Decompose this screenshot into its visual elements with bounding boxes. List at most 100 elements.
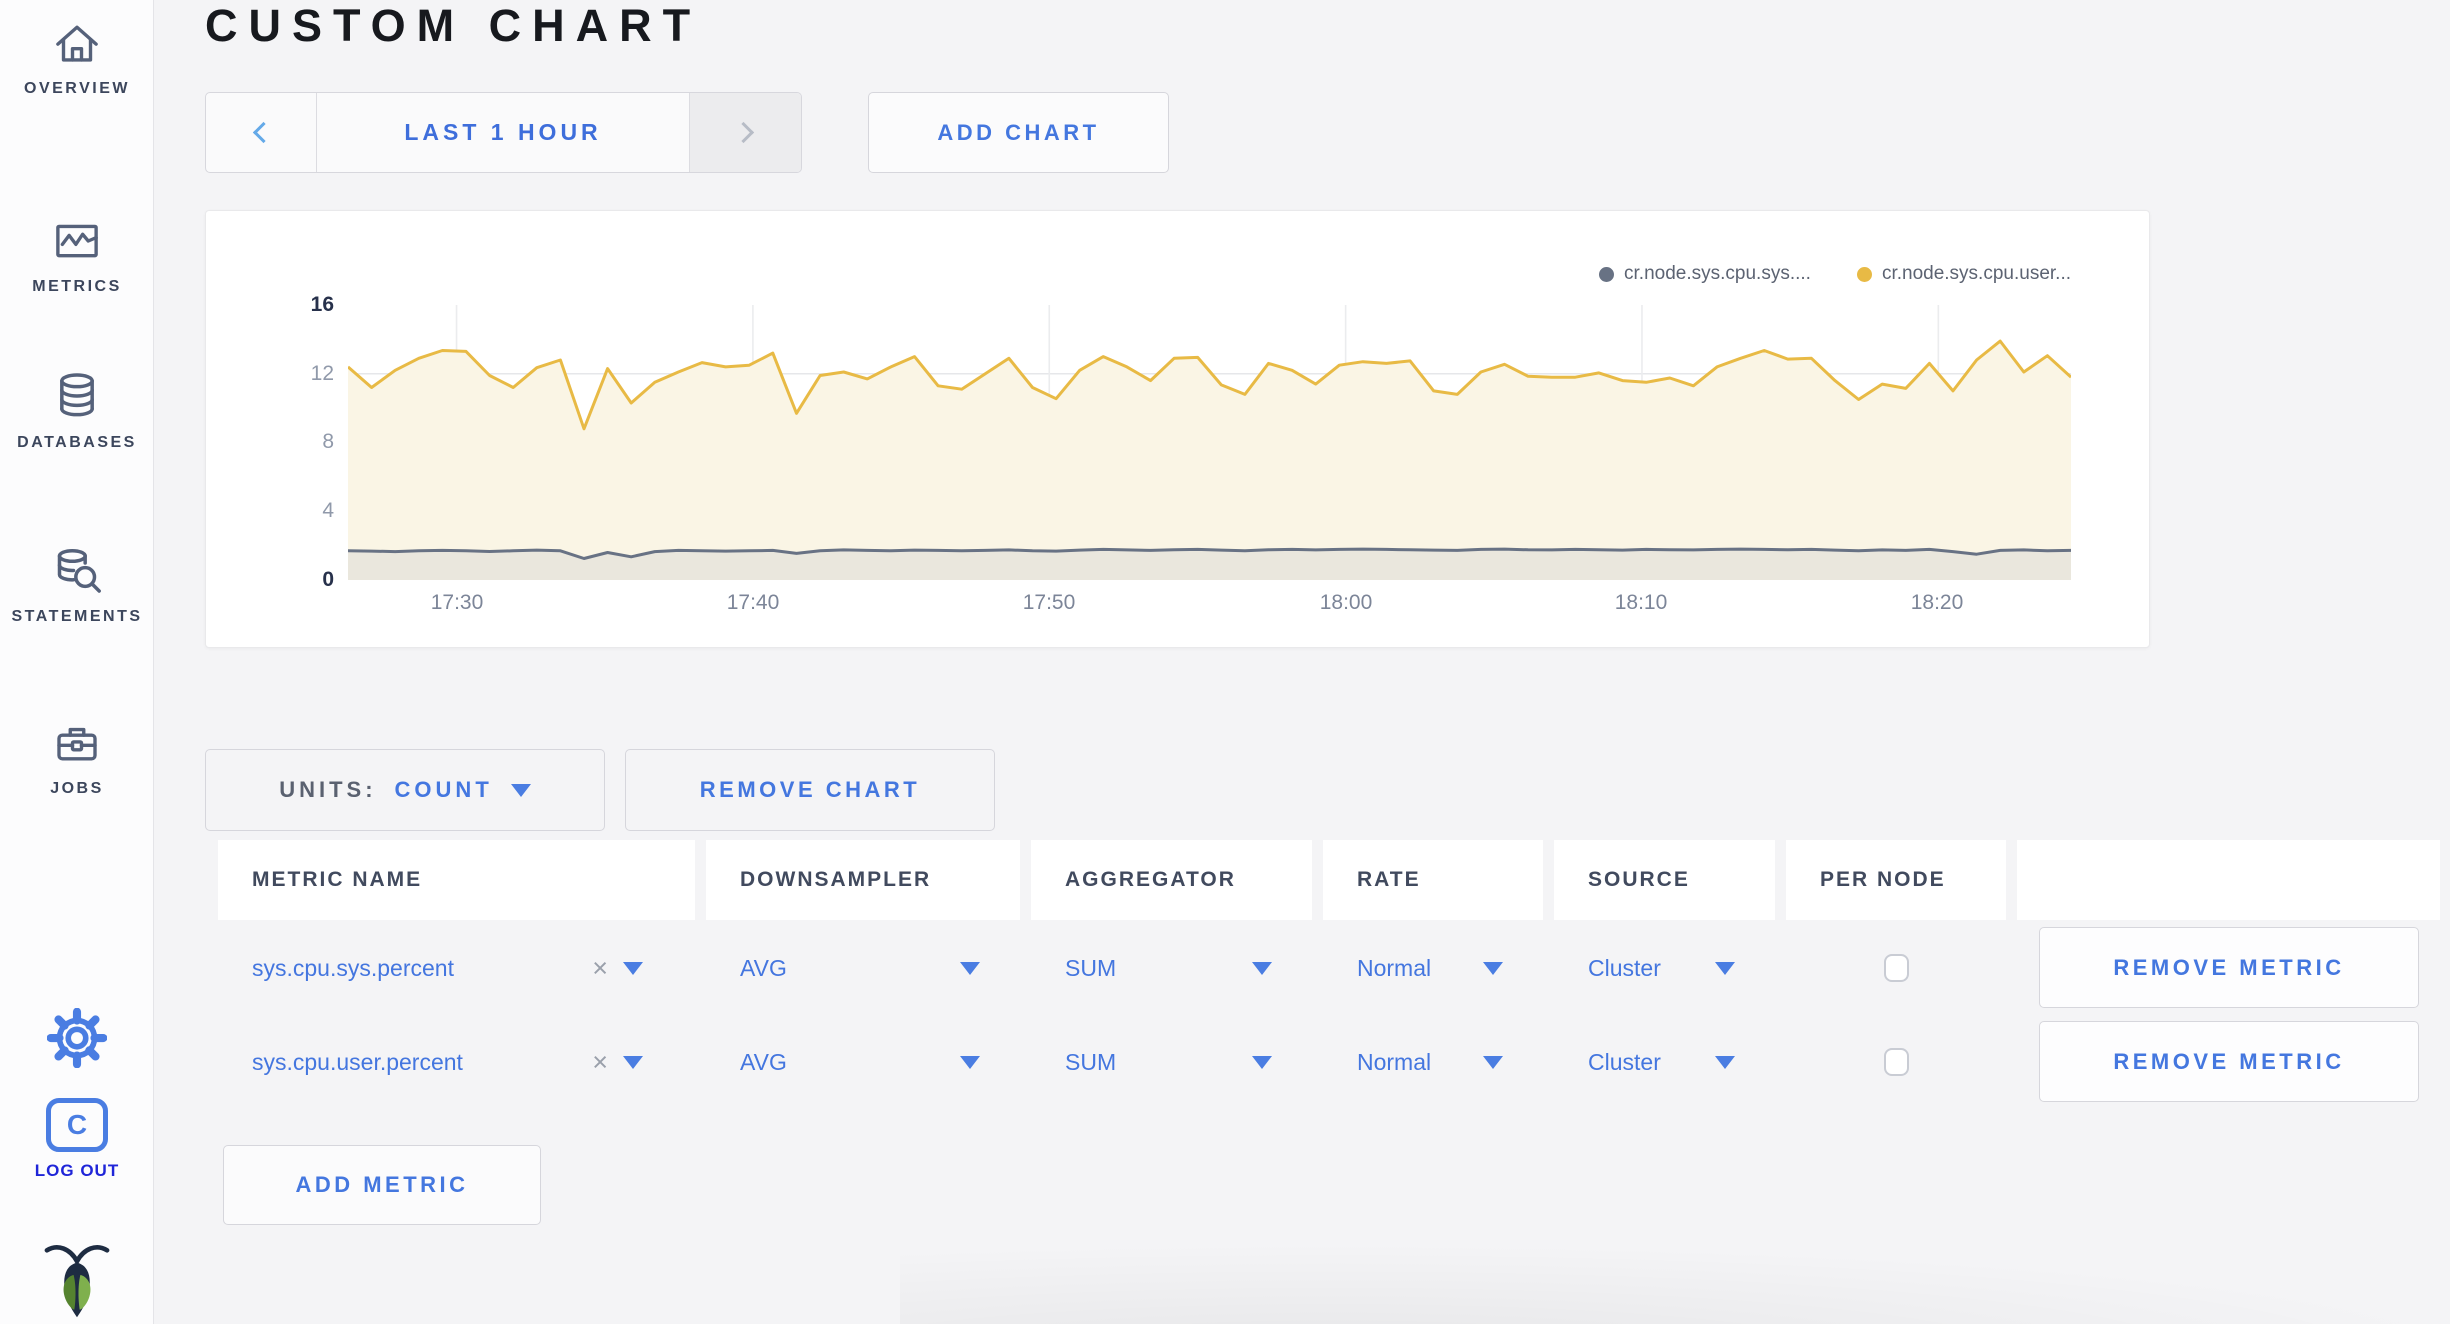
database-icon bbox=[49, 368, 105, 424]
x-axis-tick: 18:00 bbox=[1319, 591, 1373, 614]
time-range-selector: LAST 1 HOUR bbox=[205, 92, 802, 173]
x-axis-tick: 17:40 bbox=[726, 591, 780, 614]
dropdown-caret-icon bbox=[1483, 961, 1503, 975]
legend-label: cr.node.sys.cpu.sys.... bbox=[1624, 263, 1811, 284]
clear-metric-icon[interactable]: × bbox=[592, 952, 608, 983]
y-axis-tick: 0 bbox=[322, 568, 334, 591]
dropdown-caret-icon bbox=[1715, 1055, 1735, 1069]
metric-name-value: sys.cpu.user.percent bbox=[252, 1048, 463, 1075]
clear-metric-icon[interactable]: × bbox=[592, 1046, 608, 1077]
dropdown-caret-icon bbox=[1252, 1055, 1272, 1069]
column-header-source: SOURCE bbox=[1554, 840, 1775, 920]
dropdown-caret-icon bbox=[1252, 961, 1272, 975]
add-chart-button[interactable]: ADD CHART bbox=[868, 92, 1169, 173]
downsampler-dropdown[interactable]: AVG bbox=[706, 1021, 1020, 1103]
column-header-actions bbox=[2017, 840, 2440, 920]
x-axis-tick: 17:50 bbox=[1022, 591, 1076, 614]
rate-value: Normal bbox=[1357, 954, 1432, 981]
database-search-icon bbox=[49, 542, 105, 598]
dropdown-caret-icon bbox=[1483, 1055, 1503, 1069]
per-node-cell bbox=[1786, 1021, 2006, 1103]
dropdown-caret-icon bbox=[1715, 961, 1735, 975]
time-range-prev-button[interactable] bbox=[206, 93, 317, 172]
time-range-next-button[interactable] bbox=[689, 93, 801, 172]
rate-dropdown[interactable]: Normal bbox=[1323, 927, 1543, 1009]
legend-dot-user bbox=[1856, 266, 1872, 282]
dropdown-caret-icon bbox=[510, 783, 531, 797]
per-node-cell bbox=[1786, 927, 2006, 1009]
legend-dot-sys bbox=[1599, 266, 1615, 282]
x-axis-tick: 18:20 bbox=[1910, 591, 1964, 614]
x-axis-tick: 17:30 bbox=[430, 591, 484, 614]
sidebar: OVERVIEW METRICS DATABASES bbox=[0, 0, 154, 1324]
remove-chart-button[interactable]: REMOVE CHART bbox=[625, 749, 995, 831]
remove-metric-button[interactable]: REMOVE METRIC bbox=[2039, 927, 2419, 1008]
column-header-aggregator: AGGREGATOR bbox=[1031, 840, 1312, 920]
y-axis-tick: 8 bbox=[322, 430, 334, 453]
dropdown-caret-icon[interactable] bbox=[623, 961, 643, 975]
rate-value: Normal bbox=[1357, 1048, 1432, 1075]
metric-name-dropdown[interactable]: sys.cpu.user.percent × bbox=[218, 1021, 695, 1103]
units-dropdown[interactable]: UNITS: COUNT bbox=[205, 749, 605, 831]
briefcase-icon bbox=[50, 716, 104, 770]
cockroach-bug-icon bbox=[44, 1238, 110, 1324]
downsampler-dropdown[interactable]: AVG bbox=[706, 927, 1020, 1009]
gear-icon bbox=[46, 1007, 108, 1073]
sidebar-item-jobs[interactable]: JOBS bbox=[0, 716, 154, 798]
sidebar-item-metrics[interactable]: METRICS bbox=[0, 214, 154, 296]
chart-card: cr.node.sys.cpu.sys.... cr.node.sys.cpu.… bbox=[205, 210, 2150, 648]
aggregator-dropdown[interactable]: SUM bbox=[1031, 1021, 1312, 1103]
page-title: CUSTOM CHART bbox=[205, 0, 702, 51]
sidebar-item-databases[interactable]: DATABASES bbox=[0, 368, 154, 452]
chevron-left-icon bbox=[252, 121, 274, 144]
remove-metric-button[interactable]: REMOVE METRIC bbox=[2039, 1021, 2419, 1102]
legend-item-sys[interactable]: cr.node.sys.cpu.sys.... bbox=[1599, 263, 1811, 285]
downsampler-value: AVG bbox=[740, 954, 787, 981]
column-header-metric-name: METRIC NAME bbox=[218, 840, 695, 920]
metric-name-dropdown[interactable]: sys.cpu.sys.percent × bbox=[218, 927, 695, 1009]
logout-button[interactable]: C LOG OUT bbox=[0, 1098, 154, 1181]
sidebar-item-label: STATEMENTS bbox=[11, 608, 143, 625]
column-header-rate: RATE bbox=[1323, 840, 1543, 920]
time-range-label[interactable]: LAST 1 HOUR bbox=[404, 119, 602, 145]
cockroach-logo bbox=[0, 1238, 154, 1324]
units-value: COUNT bbox=[394, 777, 493, 802]
sidebar-item-label: METRICS bbox=[32, 278, 122, 295]
dropdown-caret-icon bbox=[960, 961, 980, 975]
source-dropdown[interactable]: Cluster bbox=[1554, 927, 1775, 1009]
bottom-shadow bbox=[900, 1244, 2450, 1324]
chevron-right-icon bbox=[732, 121, 755, 144]
line-chart-plot bbox=[348, 305, 2071, 580]
metric-name-value: sys.cpu.sys.percent bbox=[252, 954, 454, 981]
source-value: Cluster bbox=[1588, 1048, 1661, 1075]
sidebar-item-label: JOBS bbox=[50, 780, 104, 797]
home-icon bbox=[50, 16, 104, 70]
y-axis-tick: 12 bbox=[310, 362, 334, 385]
dropdown-caret-icon bbox=[960, 1055, 980, 1069]
sidebar-item-label: OVERVIEW bbox=[24, 80, 130, 97]
sidebar-item-statements[interactable]: STATEMENTS bbox=[0, 542, 154, 626]
source-dropdown[interactable]: Cluster bbox=[1554, 1021, 1775, 1103]
dropdown-caret-icon[interactable] bbox=[623, 1055, 643, 1069]
sidebar-item-overview[interactable]: OVERVIEW bbox=[0, 16, 154, 98]
rate-dropdown[interactable]: Normal bbox=[1323, 1021, 1543, 1103]
chart-legend: cr.node.sys.cpu.sys.... cr.node.sys.cpu.… bbox=[1599, 263, 2071, 285]
add-metric-button[interactable]: ADD METRIC bbox=[223, 1145, 541, 1225]
y-axis-tick: 4 bbox=[322, 499, 334, 522]
y-axis-tick: 16 bbox=[310, 293, 334, 316]
aggregator-value: SUM bbox=[1065, 954, 1117, 981]
legend-item-user[interactable]: cr.node.sys.cpu.user... bbox=[1856, 263, 2071, 285]
per-node-checkbox[interactable] bbox=[1883, 1048, 1909, 1076]
sidebar-item-label: DATABASES bbox=[17, 434, 137, 451]
settings-button[interactable] bbox=[0, 1007, 154, 1073]
downsampler-value: AVG bbox=[740, 1048, 787, 1075]
source-value: Cluster bbox=[1588, 954, 1661, 981]
aggregator-value: SUM bbox=[1065, 1048, 1117, 1075]
per-node-checkbox[interactable] bbox=[1883, 954, 1909, 982]
c-square-icon: C bbox=[46, 1098, 108, 1152]
column-header-downsampler: DOWNSAMPLER bbox=[706, 840, 1020, 920]
aggregator-dropdown[interactable]: SUM bbox=[1031, 927, 1312, 1009]
logout-label: LOG OUT bbox=[34, 1161, 120, 1180]
metrics-graph-icon bbox=[50, 214, 104, 268]
